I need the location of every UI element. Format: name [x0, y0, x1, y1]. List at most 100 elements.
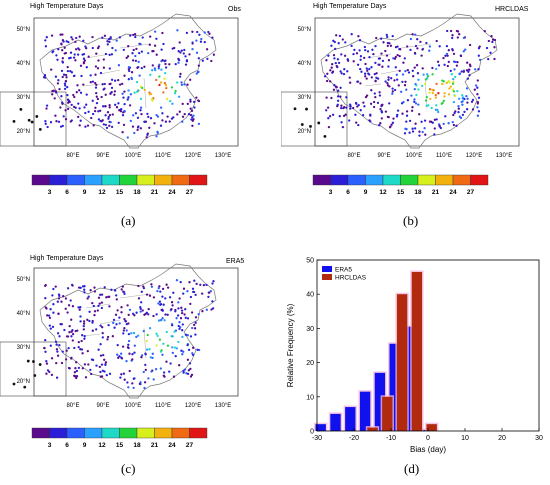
colorbar-tick-label: 6: [65, 189, 69, 196]
station-point: [345, 96, 348, 99]
bar-era5: [389, 343, 400, 431]
station-point: [477, 54, 480, 57]
station-point: [429, 97, 432, 101]
station-point: [123, 326, 126, 330]
station-point: [393, 79, 396, 82]
station-point: [441, 82, 444, 86]
colorbar-tick-label: 24: [168, 189, 176, 196]
station-point: [331, 63, 334, 66]
colorbar-tick-label: 24: [168, 442, 176, 449]
station-point: [414, 102, 418, 105]
station-point: [44, 45, 48, 48]
station-point: [91, 112, 95, 116]
station-point: [474, 84, 478, 87]
station-point: [174, 310, 177, 313]
station-point: [85, 66, 88, 69]
station-point: [478, 58, 482, 62]
station-point: [133, 351, 136, 354]
station-point: [441, 79, 444, 82]
station-point: [457, 97, 461, 100]
station-point: [359, 55, 363, 58]
station-point: [101, 105, 105, 108]
panel-title: High Temperature Days: [30, 3, 104, 10]
station-point: [194, 293, 197, 297]
station-point: [407, 71, 411, 74]
station-point: [348, 103, 352, 106]
station-point: [164, 313, 167, 316]
station-point: [79, 286, 82, 289]
station-point: [147, 115, 150, 119]
station-point: [56, 332, 60, 335]
station-point: [212, 280, 215, 283]
station-point: [56, 354, 60, 357]
station-point: [452, 100, 456, 104]
station-point: [57, 48, 60, 51]
station-point: [53, 97, 56, 100]
station-point: [401, 80, 404, 84]
station-point: [76, 84, 79, 87]
colorbar-segment: [452, 174, 471, 186]
station-point: [100, 306, 104, 310]
station-point: [468, 73, 471, 77]
station-point: [52, 287, 55, 291]
station-point: [88, 319, 91, 323]
lon-tick-label: 100°E: [125, 153, 141, 159]
station-point: [417, 88, 420, 91]
colorbar-tick-label: 21: [432, 189, 440, 196]
station-point: [103, 34, 107, 37]
station-point: [476, 106, 479, 109]
station-point: [56, 350, 59, 353]
station-point: [373, 72, 376, 76]
station-point: [400, 90, 403, 93]
station-point: [381, 65, 384, 68]
station-point: [155, 332, 158, 335]
station-point: [147, 307, 150, 311]
country-outline: [39, 263, 217, 399]
station-point: [385, 54, 389, 57]
station-point: [334, 85, 338, 88]
station-point: [405, 110, 409, 113]
station-point: [131, 358, 134, 361]
station-point: [431, 88, 434, 92]
station-point: [78, 35, 81, 38]
station-point: [371, 48, 374, 51]
station-point: [493, 46, 496, 49]
lat-tick-label: 40°N: [17, 311, 30, 317]
station-point: [94, 73, 97, 76]
station-point: [462, 36, 466, 40]
station-point: [380, 103, 383, 107]
station-point: [454, 60, 457, 64]
station-point: [151, 352, 154, 355]
station-point: [431, 73, 434, 76]
station-point: [96, 309, 99, 312]
station-point: [127, 343, 130, 346]
station-point: [99, 109, 102, 112]
station-point: [44, 284, 47, 288]
station-point: [157, 65, 160, 68]
station-point: [451, 36, 454, 40]
station-point: [65, 76, 68, 79]
station-point: [151, 356, 154, 360]
station-point: [144, 368, 147, 372]
station-point: [108, 113, 112, 117]
station-point: [373, 92, 376, 95]
station-point: [189, 113, 193, 117]
station-point: [105, 126, 109, 130]
station-point: [63, 328, 66, 332]
lon-tick-label: 130°E: [215, 403, 231, 409]
station-point: [171, 346, 174, 349]
station-point: [477, 67, 480, 71]
station-point: [70, 318, 73, 321]
station-point: [152, 296, 156, 299]
station-point: [182, 52, 185, 55]
station-point: [148, 126, 151, 129]
station-point: [171, 335, 174, 338]
station-point: [418, 134, 421, 137]
station-point: [57, 297, 61, 300]
station-point: [118, 322, 121, 325]
station-point: [150, 285, 154, 288]
bias-histogram: -30 -20 -10 0 10 20 30 0 10 20 30 40 50 Bias (day) Rel…: [286, 258, 543, 455]
map-frame: [33, 267, 239, 397]
station-point: [431, 66, 434, 70]
station-point: [73, 346, 76, 350]
